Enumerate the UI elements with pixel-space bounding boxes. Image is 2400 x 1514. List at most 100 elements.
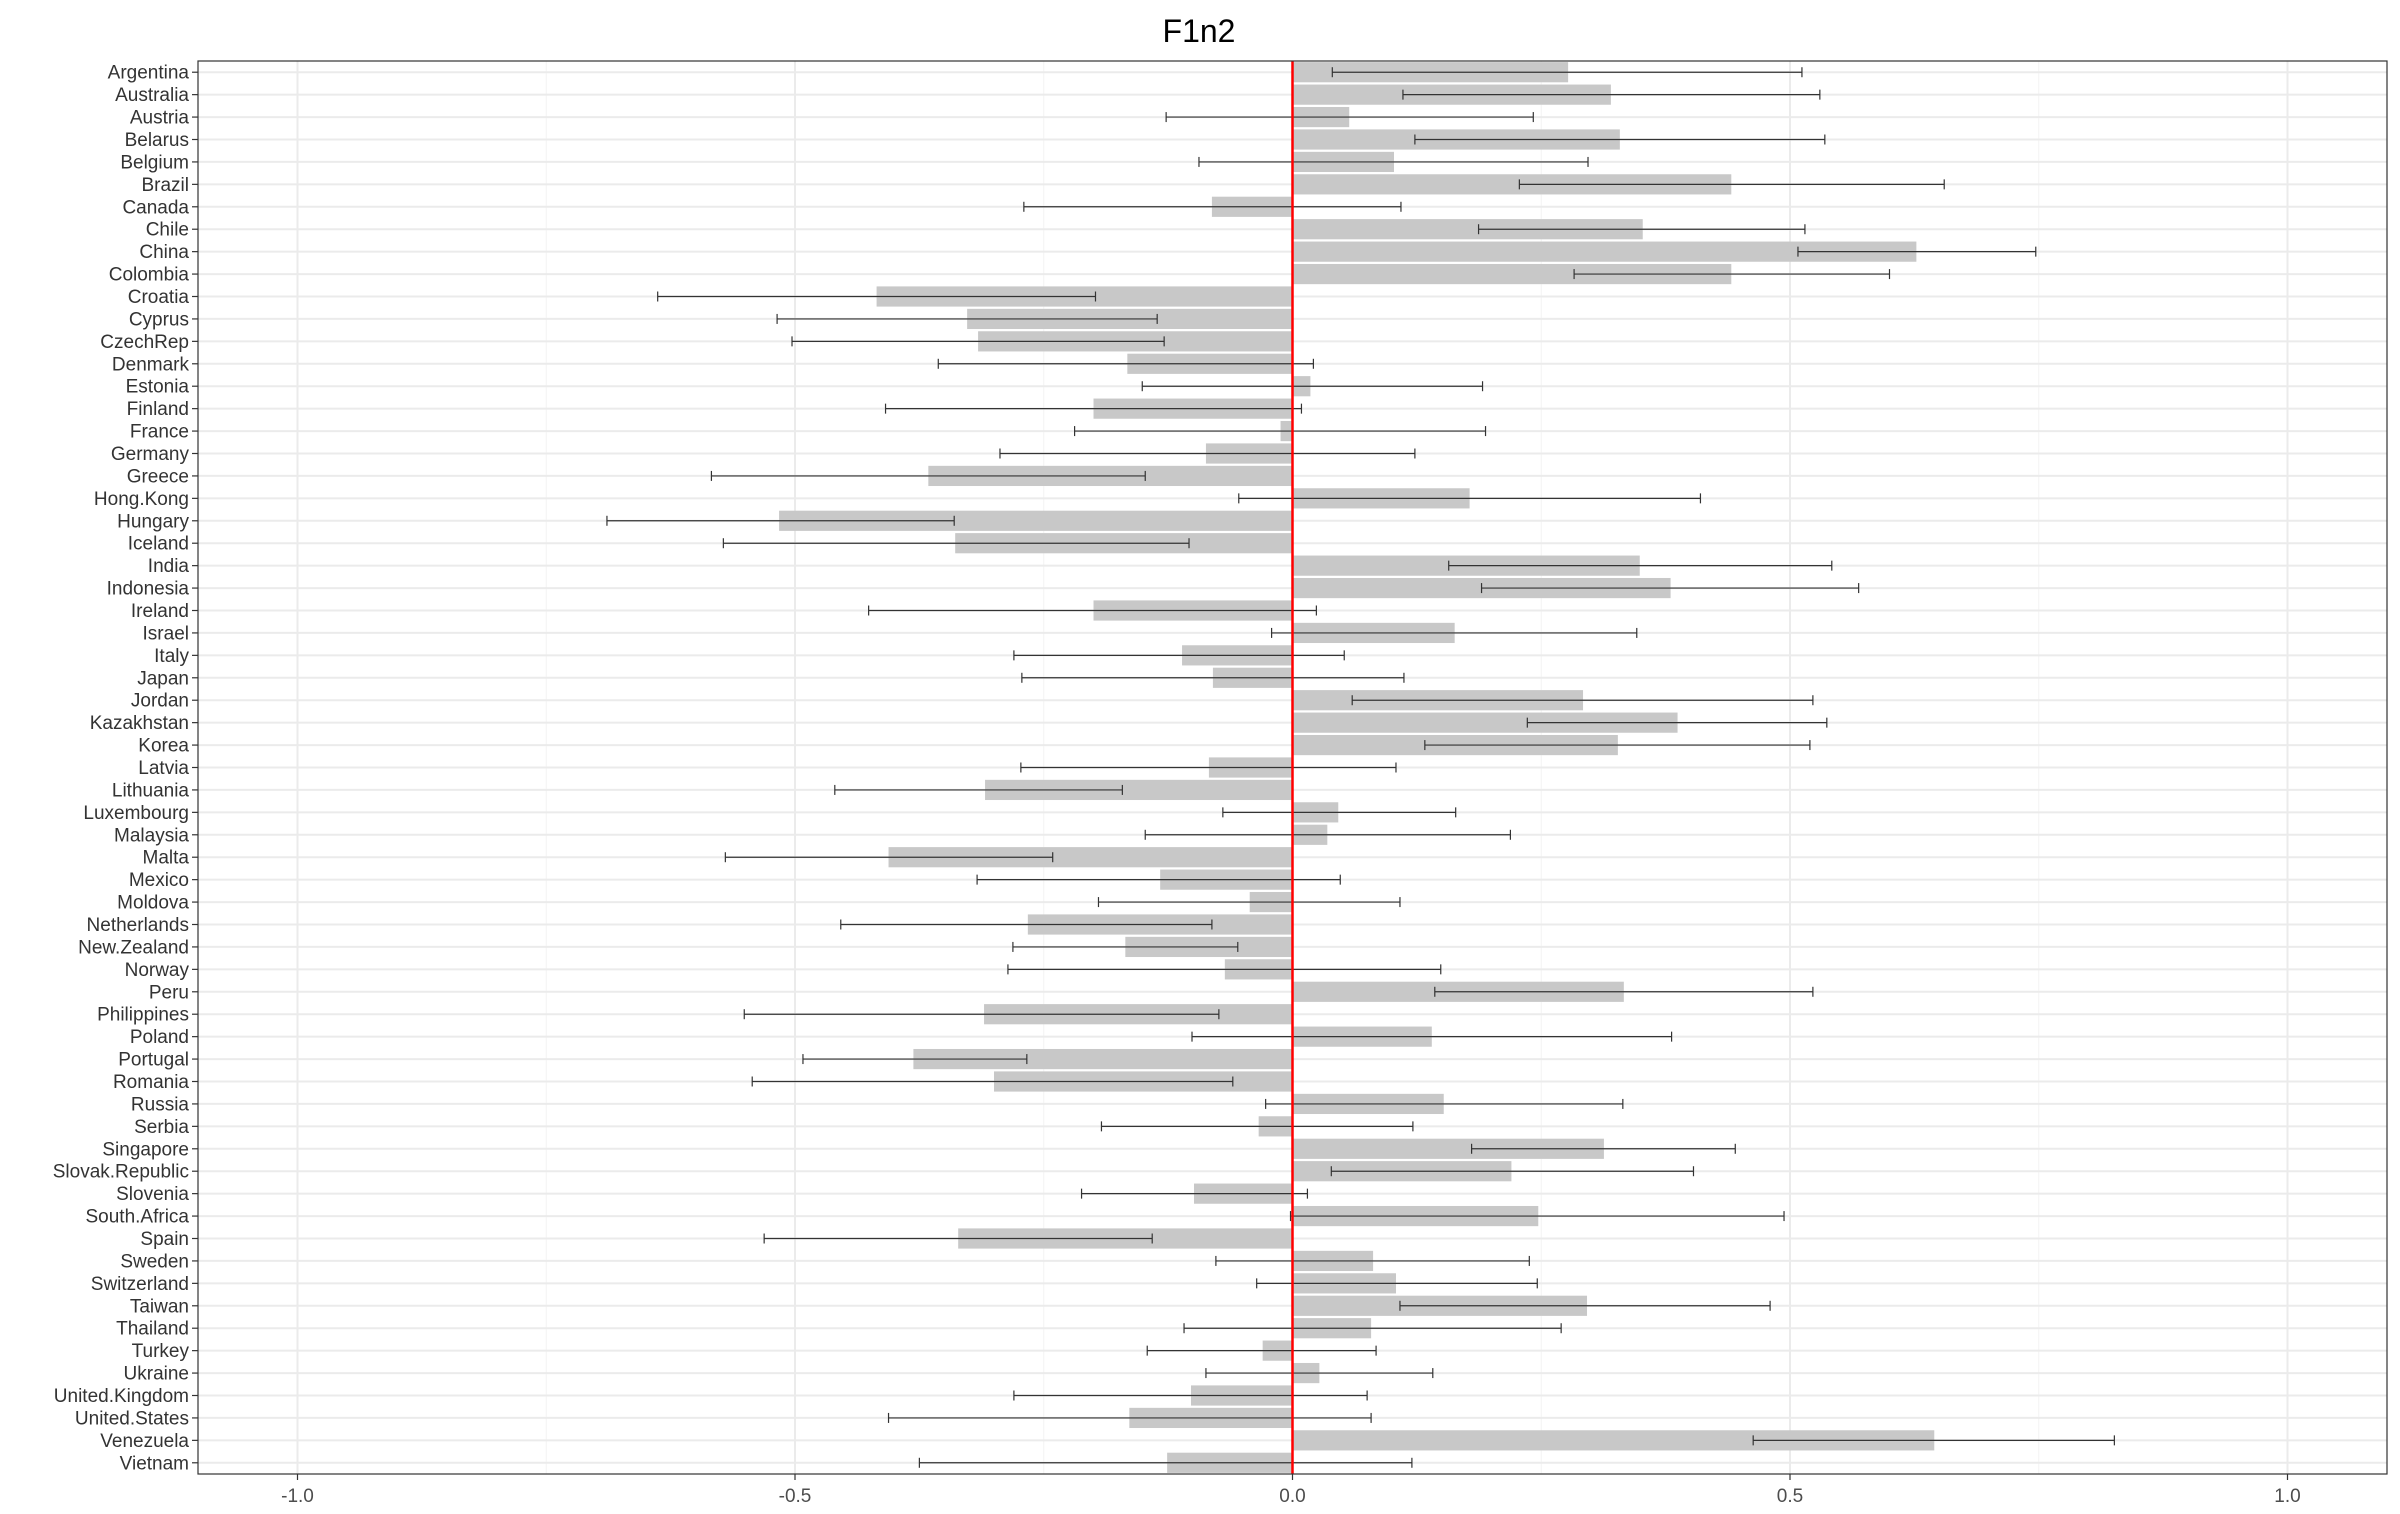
- bar-brazil: [1292, 174, 1732, 195]
- category-label: Venezuela: [100, 1431, 189, 1452]
- category-label: China: [139, 242, 189, 263]
- error-bar: [1448, 560, 1833, 571]
- error-bar: [1198, 156, 1589, 167]
- bar-singapore: [1292, 1138, 1604, 1159]
- category-label: Canada: [122, 197, 189, 218]
- category-label: Estonia: [126, 377, 190, 398]
- category-label: Iceland: [128, 534, 189, 555]
- error-bar: [1097, 897, 1401, 908]
- error-bar: [1013, 650, 1345, 661]
- category-label: Russia: [131, 1094, 190, 1115]
- category-label: Korea: [138, 736, 189, 757]
- error-bar: [1424, 740, 1811, 751]
- bar-portugal: [913, 1048, 1293, 1070]
- bar-china: [1292, 241, 1917, 262]
- error-bar: [976, 874, 1341, 885]
- category-label: Serbia: [134, 1117, 189, 1138]
- category-label: Portugal: [118, 1050, 189, 1071]
- category-label: Ireland: [131, 601, 189, 622]
- error-bar: [1265, 1098, 1624, 1109]
- x-tick-label: -1.0: [281, 1486, 314, 1507]
- category-label: Argentina: [108, 63, 190, 84]
- category-label: Hungary: [117, 511, 189, 532]
- category-label: France: [130, 422, 189, 443]
- error-bar: [1165, 112, 1534, 123]
- error-bar: [1144, 829, 1512, 840]
- error-bar: [710, 470, 1146, 481]
- error-bar: [1480, 583, 1860, 594]
- error-bar: [1289, 1211, 1785, 1222]
- bar-malta: [888, 847, 1293, 868]
- error-bar: [1238, 493, 1702, 504]
- error-bar: [1013, 1390, 1368, 1401]
- error-bar: [724, 852, 1054, 863]
- bar-venezuela: [1292, 1430, 1935, 1451]
- error-bar: [1100, 1121, 1414, 1132]
- error-bar: [918, 1457, 1413, 1468]
- category-label: Latvia: [138, 758, 189, 779]
- error-bar: [1477, 224, 1806, 235]
- category-label: Taiwan: [130, 1296, 189, 1317]
- chart-title: F1n2: [1163, 13, 1236, 49]
- error-bar: [743, 1009, 1220, 1020]
- error-bar: [1073, 426, 1487, 437]
- category-label: Israel: [143, 623, 189, 644]
- error-bar: [1205, 1368, 1434, 1379]
- category-label: Chile: [146, 220, 189, 241]
- x-tick-label: 0.5: [1777, 1486, 1803, 1507]
- category-label: India: [148, 556, 190, 577]
- category-label: Switzerland: [91, 1274, 189, 1295]
- category-label: Colombia: [109, 265, 190, 286]
- error-bar: [763, 1233, 1153, 1244]
- error-bar: [1256, 1278, 1538, 1289]
- error-bar: [1526, 717, 1828, 728]
- bar-kazakhstan: [1292, 712, 1678, 733]
- error-bar: [1414, 134, 1826, 145]
- category-label: Italy: [154, 646, 189, 667]
- error-bar: [657, 291, 1097, 302]
- bar-lithuania: [985, 779, 1293, 801]
- error-bar: [776, 313, 1158, 324]
- error-bar: [1023, 201, 1402, 212]
- error-bars: [606, 67, 2115, 1468]
- error-bar: [1215, 1255, 1530, 1266]
- error-bar: [1020, 762, 1397, 773]
- category-label: Germany: [111, 444, 190, 465]
- error-bar: [1399, 1300, 1771, 1311]
- category-label: Turkey: [132, 1341, 190, 1362]
- category-label: Norway: [125, 960, 190, 981]
- category-label: Sweden: [120, 1251, 189, 1272]
- category-label: Slovenia: [116, 1184, 189, 1205]
- category-label: Vietnam: [120, 1453, 189, 1474]
- error-bar: [1146, 1345, 1377, 1356]
- x-axis-ticks: -1.0 -0.5 0.0 0.5 1.0: [281, 1474, 2301, 1507]
- category-label: Indonesia: [107, 579, 190, 600]
- category-label: Romania: [113, 1072, 189, 1093]
- category-label: New.Zealand: [78, 937, 189, 958]
- category-label: Kazakhstan: [90, 713, 189, 734]
- category-label: United.Kingdom: [54, 1386, 189, 1407]
- category-label: Peru: [149, 982, 189, 1003]
- category-label: Croatia: [128, 287, 190, 308]
- error-bar: [1402, 89, 1821, 100]
- error-bar: [802, 1054, 1028, 1065]
- error-bar: [722, 538, 1190, 549]
- category-label: Ukraine: [124, 1364, 189, 1385]
- category-label: Australia: [115, 85, 189, 106]
- category-label: Luxembourg: [83, 803, 189, 824]
- error-bar: [834, 784, 1123, 795]
- category-label: Malaysia: [114, 825, 189, 846]
- category-label: Japan: [137, 668, 189, 689]
- error-bar: [1797, 246, 2037, 257]
- category-label: Jordan: [131, 691, 189, 712]
- error-bar: [1470, 1143, 1736, 1154]
- error-bar: [791, 336, 1165, 347]
- category-labels: ArgentinaAustraliaAustriaBelarusBelgiumB…: [53, 63, 198, 1474]
- category-label: Poland: [130, 1027, 189, 1048]
- error-bar: [1752, 1435, 2115, 1446]
- x-tick-label: 0.0: [1279, 1486, 1305, 1507]
- error-bar: [1141, 381, 1484, 392]
- error-bar: [868, 605, 1317, 616]
